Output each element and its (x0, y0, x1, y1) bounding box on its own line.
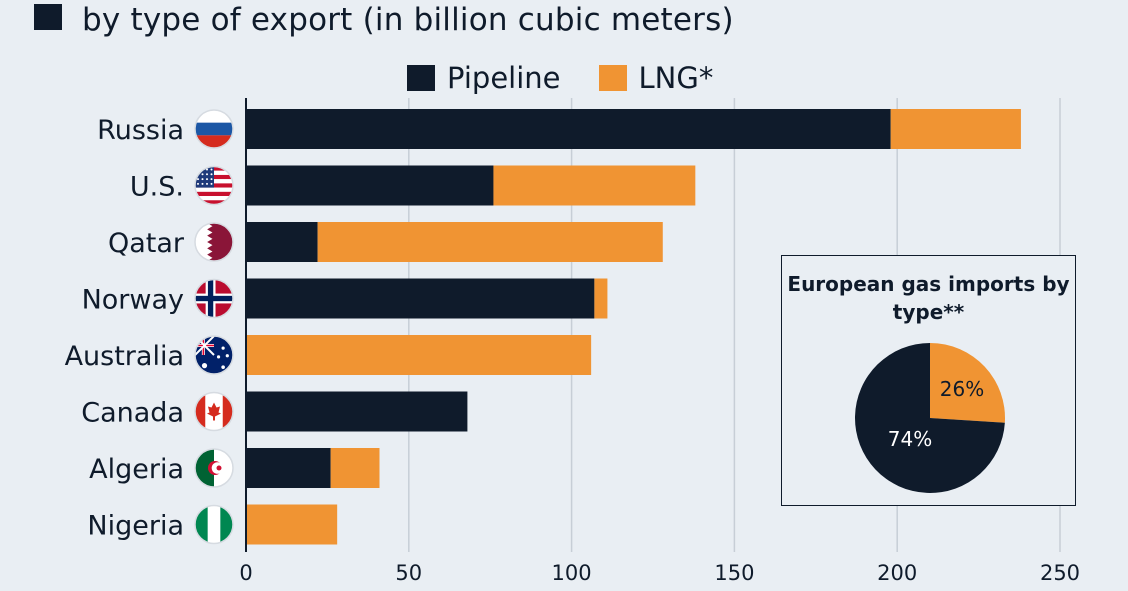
x-tick-label: 50 (395, 561, 422, 585)
pie-label-lng: 26% (940, 377, 984, 401)
category-label: Nigeria (87, 511, 184, 542)
legend-swatch-lng (598, 65, 627, 91)
category-label: Australia (65, 341, 184, 372)
bar-lng-qatar (317, 222, 663, 262)
pie-slice-pipeline (855, 343, 1005, 494)
bar-lng-australia (246, 335, 592, 375)
pie-chart: 26% 74% (855, 343, 1005, 494)
category-label: Qatar (108, 228, 185, 259)
legend-label-pipeline: Pipeline (447, 61, 561, 95)
title-marker (34, 4, 62, 30)
pie-slice-lng (930, 343, 1005, 423)
norway-flag-icon (195, 279, 233, 318)
australia-flag-icon (195, 336, 233, 374)
legend-item-lng: LNG* (598, 61, 714, 95)
category-label: Algeria (89, 454, 184, 485)
legend-item-pipeline: Pipeline (407, 61, 561, 95)
x-tick-label: 150 (714, 561, 754, 585)
bar-pipeline-norway (246, 278, 595, 319)
bar-lng-norway (594, 278, 608, 319)
qatar-flag-icon (195, 223, 233, 261)
pie-inset: European gas imports by type** 26% 74% (781, 255, 1076, 506)
algeria-flag-icon (195, 449, 233, 487)
canada-flag-icon (195, 392, 233, 431)
bar-pipeline-algeria (246, 448, 331, 488)
legend-label-lng: LNG* (638, 61, 714, 95)
category-label: Norway (82, 285, 184, 316)
bar-lng-nigeria (246, 504, 338, 545)
category-label: Russia (97, 115, 184, 146)
legend: Pipeline LNG* (407, 58, 751, 98)
x-tick-label: 250 (1040, 561, 1080, 585)
bar-lng-russia (890, 109, 1021, 149)
pie-label-pipeline: 74% (888, 427, 932, 451)
pie-title: European gas imports by type** (787, 272, 1070, 324)
x-tick-label: 100 (552, 561, 592, 585)
x-tick-label: 200 (877, 561, 917, 585)
bar-lng-algeria (330, 448, 380, 488)
category-label: U.S. (130, 172, 184, 203)
bar-pipeline-canada (246, 391, 468, 432)
title-row: by type of export (in billion cubic mete… (34, 0, 734, 40)
category-label: Canada (81, 398, 184, 429)
legend-swatch-pipeline (407, 65, 435, 91)
bar-pipeline-russia (246, 109, 891, 149)
chart-subtitle: by type of export (in billion cubic mete… (82, 2, 734, 38)
bar-pipeline-qatar (246, 222, 318, 262)
bar-pipeline-us (246, 165, 494, 206)
bar-lng-us (493, 165, 696, 206)
x-tick-label: 0 (239, 561, 252, 585)
